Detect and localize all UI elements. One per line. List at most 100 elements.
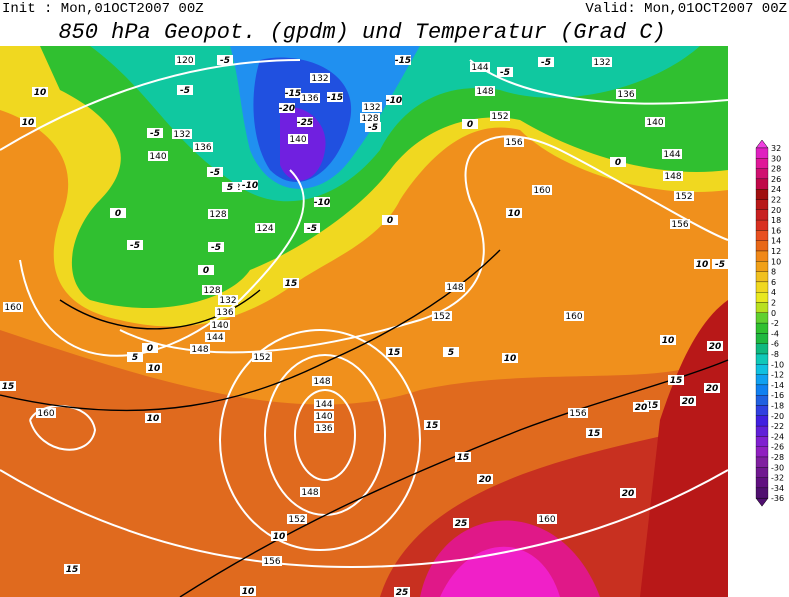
label-box	[475, 86, 495, 96]
colorbar-label: 6	[771, 278, 776, 287]
geopotential-label: 136	[315, 424, 332, 434]
label-box	[202, 285, 222, 295]
label-box	[620, 488, 636, 498]
colorbar-label: -28	[771, 453, 784, 462]
geopotential-label: 144	[315, 400, 332, 410]
colorbar-swatch	[755, 395, 769, 406]
label-box	[148, 151, 168, 161]
temperature-label: 15	[646, 401, 659, 411]
label-box	[445, 282, 465, 292]
colorbar-swatch	[755, 374, 769, 386]
colorbar-label: 8	[771, 268, 776, 277]
temperature-label: 10	[504, 354, 517, 364]
colorbar-label: -18	[771, 402, 784, 411]
temperature-label: 15	[285, 279, 298, 289]
label-box	[674, 191, 694, 201]
label-box	[208, 209, 228, 219]
label-box	[455, 452, 471, 462]
colorbar-swatch	[755, 147, 769, 159]
temperature-label: -25	[297, 118, 313, 128]
colorbar-swatch	[755, 322, 769, 334]
label-box	[386, 95, 402, 105]
label-box	[592, 57, 612, 67]
temperature-label: -10	[242, 181, 258, 191]
label-box	[360, 113, 380, 123]
temperature-label: -20	[279, 104, 295, 114]
geopotential-label: 148	[191, 345, 208, 355]
temperature-label: 10	[22, 118, 35, 128]
geopotential-label: 160	[4, 303, 21, 313]
geopotential-label: 156	[671, 220, 688, 230]
temperature-label: -5	[210, 168, 220, 178]
temperature-label: 10	[696, 260, 709, 270]
colorbar-swatch	[755, 230, 769, 241]
label-box	[538, 57, 554, 67]
colorbar-label: 28	[771, 165, 781, 174]
colorbar-swatch	[755, 333, 769, 344]
label-box	[255, 223, 275, 233]
geopotential-label: 144	[471, 63, 488, 73]
temperature-label: 25	[455, 519, 468, 529]
colorbar-label: 32	[771, 144, 781, 153]
geopotential-label: 136	[194, 143, 211, 153]
colorbar-swatch	[755, 425, 769, 437]
geopotential-label: 152	[253, 353, 270, 363]
colorbar-arrow	[755, 497, 769, 507]
colorbar-swatch	[755, 343, 769, 355]
colorbar-swatch	[755, 446, 769, 458]
temperature-label: 5	[448, 348, 454, 358]
colorbar-label: -14	[771, 381, 784, 390]
colorbar-swatch	[755, 364, 769, 375]
geopotential-label: 148	[313, 377, 330, 387]
label-box	[283, 278, 299, 288]
colorbar-label: 4	[771, 288, 776, 297]
label-box	[312, 376, 332, 386]
label-box	[314, 197, 330, 207]
colorbar-label: -26	[771, 443, 784, 452]
label-box	[394, 587, 410, 597]
label-box	[210, 320, 230, 330]
label-box	[443, 347, 459, 357]
colorbar-swatch	[755, 415, 769, 427]
label-box	[304, 223, 320, 233]
label-box	[453, 518, 469, 528]
label-box	[285, 88, 301, 98]
geopotential-label: 136	[301, 94, 318, 104]
temperature-label: 15	[2, 382, 15, 392]
geopotential-label: 120	[176, 56, 193, 66]
colorbar-swatch	[755, 209, 769, 221]
label-box	[633, 402, 649, 412]
label-box	[240, 586, 256, 596]
label-box	[222, 182, 238, 192]
colorbar-label: 30	[771, 154, 781, 163]
colorbar-swatch	[755, 199, 769, 210]
label-box	[297, 117, 313, 127]
temperature-label: 15	[66, 565, 79, 575]
label-box	[327, 92, 343, 102]
colorbar-swatch	[755, 477, 769, 489]
label-box	[217, 55, 233, 65]
label-box	[205, 332, 225, 342]
temperature-label: 10	[662, 336, 675, 346]
temperature-label: -15	[395, 56, 411, 66]
temperature-label: -15	[327, 93, 343, 103]
label-box	[470, 62, 490, 72]
colorbar-swatch	[755, 281, 769, 293]
geopotential-label: 160	[538, 515, 555, 525]
colorbar-swatch	[755, 189, 769, 200]
colorbar-swatch	[755, 240, 769, 252]
label-box	[287, 514, 307, 524]
colorbar-swatch	[755, 158, 769, 169]
label-box	[616, 89, 636, 99]
temperature-label: 15	[457, 453, 470, 463]
temperature-label: 15	[670, 376, 683, 386]
label-box	[0, 381, 16, 391]
colorbar-swatch	[755, 178, 769, 190]
colorbar-swatch	[755, 219, 769, 231]
geopotential-label: 136	[617, 90, 634, 100]
label-box	[215, 307, 235, 317]
temperature-label: -5	[150, 129, 160, 139]
label-box	[386, 347, 402, 357]
colorbar-label: -6	[771, 340, 779, 349]
geopotential-label: 144	[663, 150, 680, 160]
